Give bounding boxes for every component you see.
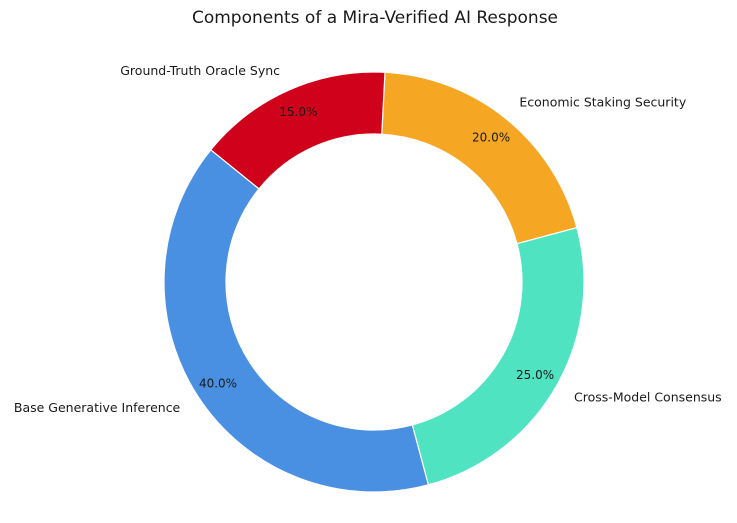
slice-base-generative-inference bbox=[163, 148, 430, 493]
donut-labels: 20.0% Economic Staking Security 25.0% Cross… bbox=[14, 63, 722, 415]
slice-ground-truth-oracle-sync bbox=[209, 71, 386, 190]
percent-label-base-generative-inference: 40.0% bbox=[199, 376, 237, 390]
category-label-economic-staking-security: Economic Staking Security bbox=[519, 94, 686, 109]
percent-label-cross-model-consensus: 25.0% bbox=[516, 368, 554, 382]
category-label-base-generative-inference: Base Generative Inference bbox=[14, 400, 181, 415]
category-label-cross-model-consensus: Cross-Model Consensus bbox=[574, 390, 722, 405]
chart-title: Components of a Mira-Verified AI Respons… bbox=[192, 8, 558, 28]
donut-slices bbox=[163, 71, 585, 493]
percent-label-economic-staking-security: 20.0% bbox=[472, 130, 510, 144]
category-label-ground-truth-oracle-sync: Ground-Truth Oracle Sync bbox=[120, 63, 280, 78]
percent-label-ground-truth-oracle-sync: 15.0% bbox=[279, 105, 317, 119]
slice-cross-model-consensus bbox=[411, 226, 585, 486]
